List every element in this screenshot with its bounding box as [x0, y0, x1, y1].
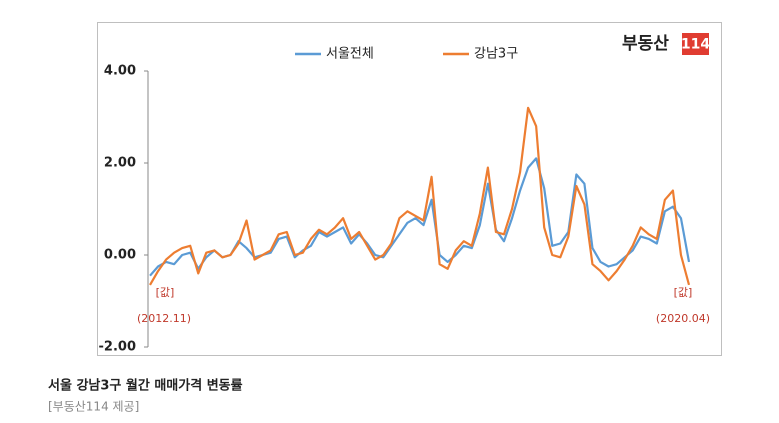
caption-source: [부동산114 제공]	[48, 400, 139, 414]
y-tick-label: 4.00	[104, 64, 136, 79]
logo-number: 114	[681, 37, 710, 53]
logo-brand: 부동산	[622, 34, 669, 54]
series-line	[149, 106, 691, 286]
y-tick-label: 2.00	[104, 156, 136, 171]
legend-label: 강남3구	[474, 47, 518, 62]
x-tick-label: (2020.04)	[656, 312, 710, 325]
chart-frame	[97, 22, 722, 356]
annotation: [값]	[156, 286, 175, 299]
y-tick-label: -2.00	[99, 340, 136, 355]
legend-label: 서울전체	[326, 47, 374, 62]
y-tick-label: 0.00	[104, 248, 136, 263]
annotation: [값]	[674, 286, 693, 299]
caption-title: 서울 강남3구 월간 매매가격 변동률	[48, 378, 243, 394]
x-tick-label: (2012.11)	[137, 312, 191, 325]
logo-box	[682, 33, 709, 55]
